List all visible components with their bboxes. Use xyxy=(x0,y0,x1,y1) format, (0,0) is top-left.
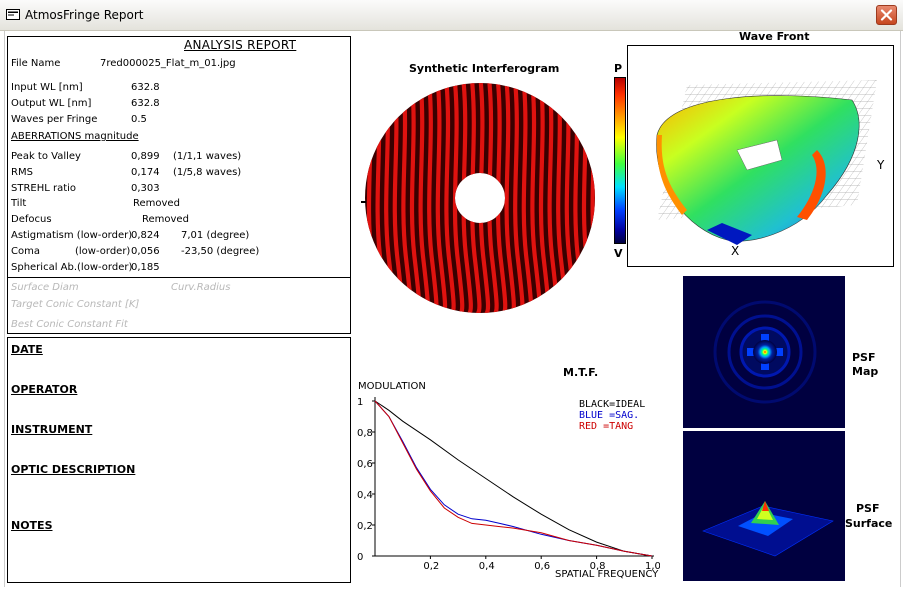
strehl-value: 0,303 xyxy=(131,183,160,194)
scale-peak-label: P xyxy=(614,62,623,75)
window-title: AtmosFringe Report xyxy=(25,8,144,22)
mtf-x-tick-label: 0,8 xyxy=(590,561,606,571)
mtf-y-tick-label: 0,4 xyxy=(357,490,373,501)
x-axis-label: X xyxy=(731,244,739,258)
file-name-value: 7red000025_Flat_m_01.jpg xyxy=(100,58,236,69)
pv-value: 0,899 xyxy=(131,151,160,162)
instrument-heading: INSTRUMENT xyxy=(11,423,93,436)
mtf-y-axis-title: MODULATION xyxy=(358,381,426,392)
mtf-legend-item: RED =TANG xyxy=(579,421,633,432)
tilt-value: Removed xyxy=(133,198,180,209)
tilt-label: Tilt xyxy=(11,198,27,209)
psf-surface-label-line2: Surface xyxy=(845,517,893,530)
mtf-chart: 0 0,2 0,4 0,6 0,8 1 0,2 0,4 0,6 0,8 1,0 BLACK=IDEAL… xyxy=(357,397,660,571)
interferogram-image xyxy=(361,83,596,314)
file-name-label: File Name xyxy=(11,58,61,69)
waves-per-fringe-value: 0.5 xyxy=(131,114,147,125)
close-icon xyxy=(880,9,893,21)
astigmatism-value: 0,824 xyxy=(131,230,160,241)
pv-waves: (1/1,1 waves) xyxy=(173,151,242,162)
aberrations-header: ABERRATIONS magnitude xyxy=(11,131,139,142)
psf-map-label-line2: Map xyxy=(852,365,879,378)
mtf-series-ideal xyxy=(374,400,653,557)
mtf-x-tick-label: 0,6 xyxy=(534,561,550,571)
strehl-label: STREHL ratio xyxy=(11,183,77,194)
scale-valley-label: V xyxy=(614,247,623,260)
best-conic-label: Best Conic Constant Fit xyxy=(11,319,128,330)
operator-heading: OPERATOR xyxy=(11,383,78,396)
height-color-scale xyxy=(614,77,626,244)
report-title: ANALYSIS REPORT xyxy=(184,38,297,52)
pv-label: Peak to Valley xyxy=(11,151,81,162)
mtf-y-tick-label: 0,8 xyxy=(357,428,373,439)
output-wl-value: 632.8 xyxy=(131,98,160,109)
mtf-y-tick-label: 0,2 xyxy=(357,521,373,532)
rms-waves: (1/5,8 waves) xyxy=(173,167,242,178)
input-wl-label: Input WL [nm] xyxy=(11,82,83,93)
target-conic-label: Target Conic Constant [K] xyxy=(11,299,140,310)
waves-per-fringe-label: Waves per Fringe xyxy=(11,114,98,125)
window-title-bar[interactable] xyxy=(0,0,903,31)
optic-description-heading: OPTIC DESCRIPTION xyxy=(11,463,136,476)
coma-value: 0,056 xyxy=(131,246,160,257)
defocus-label: Defocus xyxy=(11,214,52,225)
mtf-legend-item: BLACK=IDEAL xyxy=(579,399,645,410)
spherical-label: Spherical Ab.(low-order) xyxy=(11,262,133,273)
coma-order: (low-order) xyxy=(75,246,131,257)
astigmatism-label: Astigmatism (low-order) xyxy=(11,230,133,241)
mtf-x-tick-label: 0,4 xyxy=(479,561,495,571)
wavefront-title: Wave Front xyxy=(739,30,810,43)
date-heading: DATE xyxy=(11,343,43,356)
mtf-legend-item: BLUE =SAG. xyxy=(579,410,639,421)
input-wl-value: 632.8 xyxy=(131,82,160,93)
mtf-y-tick-label: 0,6 xyxy=(357,459,373,470)
mtf-title: M.T.F. xyxy=(563,366,599,379)
defocus-value: Removed xyxy=(142,214,189,225)
close-button[interactable] xyxy=(876,5,897,25)
psf-surface-image xyxy=(683,431,845,581)
mtf-y-tick-label: 0 xyxy=(357,552,363,563)
app-icon xyxy=(6,9,20,20)
mtf-series-tang xyxy=(374,400,653,557)
mtf-x-tick-label: 1,0 xyxy=(645,561,660,571)
mtf-y-tick-label: 1 xyxy=(357,397,363,408)
surface-diam-label: Surface Diam xyxy=(11,282,79,293)
rms-value: 0,174 xyxy=(131,167,160,178)
curv-radius-label: Curv.Radius xyxy=(171,282,231,293)
report-divider xyxy=(8,277,350,278)
mtf-x-tick-label: 0,2 xyxy=(423,561,439,571)
notes-panel xyxy=(7,337,351,583)
output-wl-label: Output WL [nm] xyxy=(11,98,92,109)
coma-angle: -23,50 (degree) xyxy=(181,246,260,257)
interferogram-title: Synthetic Interferogram xyxy=(409,62,560,75)
psf-surface-label-line1: PSF xyxy=(856,502,880,515)
psf-map-image xyxy=(683,276,845,428)
mtf-x-axis-title: SPATIAL FREQUENCY xyxy=(555,569,659,580)
psf-map-label-line1: PSF xyxy=(852,351,876,364)
notes-heading: NOTES xyxy=(11,519,53,532)
spherical-value: 0,185 xyxy=(131,262,160,273)
analysis-report-panel xyxy=(7,36,351,334)
astigmatism-angle: 7,01 (degree) xyxy=(181,230,250,241)
rms-label: RMS xyxy=(11,167,33,178)
wavefront-surface-plot: Y X xyxy=(627,45,894,267)
y-axis-label: Y xyxy=(876,158,885,172)
coma-label: Coma xyxy=(11,246,40,257)
